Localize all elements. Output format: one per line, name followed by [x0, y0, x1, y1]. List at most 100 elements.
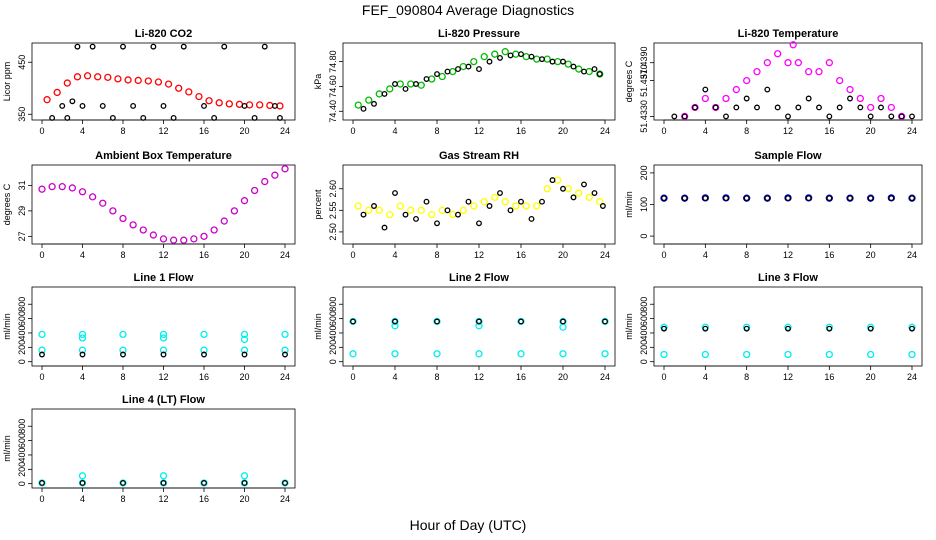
y-tick-label: 51.4370: [639, 64, 649, 97]
data-point: [78, 472, 87, 480]
data-point: [743, 350, 751, 359]
diagnostic-marker: [518, 51, 524, 58]
x-tick-label: 24: [280, 250, 290, 260]
diagnostic-marker: [69, 98, 76, 105]
diagnostic-marker: [528, 53, 535, 60]
data-point: [433, 317, 441, 326]
panel-title: Li-820 Pressure: [438, 28, 520, 40]
data-point: [38, 346, 46, 354]
x-tick-label: 12: [158, 372, 168, 382]
data-point: [564, 60, 572, 68]
data-point: [205, 97, 213, 105]
diagnostic-marker: [867, 325, 874, 332]
diagnostic-marker: [497, 54, 503, 61]
data-point: [73, 73, 82, 81]
x-tick-label: 16: [516, 372, 526, 382]
y-tick-label: 800: [639, 297, 649, 312]
data-point: [867, 103, 875, 112]
data-point: [250, 186, 259, 195]
diagnostic-marker: [591, 190, 598, 197]
diagnostic-marker: [39, 480, 45, 486]
data-point: [180, 236, 188, 244]
data-point: [533, 202, 541, 210]
data-point: [88, 193, 97, 201]
data-point: [522, 202, 530, 210]
data-point: [660, 323, 668, 331]
data-point: [908, 194, 916, 202]
x-tick-label: 4: [703, 372, 708, 382]
data-point: [428, 210, 436, 219]
x-tick-label: 8: [744, 372, 749, 382]
data-point: [517, 350, 525, 358]
y-tick-label: 2.60: [328, 180, 338, 198]
data-point: [281, 330, 289, 339]
diagnostic-marker: [826, 113, 833, 120]
x-tick-label: 8: [434, 126, 439, 136]
y-tick-label: 200: [17, 462, 27, 477]
diagnostic-marker: [282, 351, 288, 358]
x-tick-label: 4: [80, 494, 85, 504]
data-point: [386, 210, 394, 219]
data-point: [732, 85, 740, 94]
data-point: [240, 346, 249, 354]
panel-2: Li-820 Pressure kPa 0 4 8 12 16 20 24 74.40 74.60 7…: [313, 28, 616, 136]
x-tick-label: 8: [744, 126, 749, 136]
x-tick-label: 4: [392, 126, 397, 136]
diagnostic-marker: [743, 325, 750, 332]
data-point: [522, 53, 530, 61]
x-tick-label: 12: [474, 126, 484, 136]
diagnostic-marker: [371, 203, 377, 209]
data-point: [407, 206, 415, 214]
data-point: [119, 330, 127, 339]
data-point: [235, 100, 244, 109]
x-tick-label: 20: [239, 126, 249, 136]
plot-frame: [31, 164, 296, 245]
diagnostic-marker: [74, 43, 81, 50]
data-point: [159, 330, 168, 339]
data-point: [149, 231, 158, 239]
plot-frame: [342, 164, 616, 245]
plot-frame: [31, 286, 296, 367]
diagnostic-marker: [702, 195, 709, 202]
y-tick-label: 0: [17, 481, 27, 486]
data-point: [543, 185, 551, 193]
data-point: [38, 330, 46, 339]
x-tick-label: 24: [600, 250, 610, 260]
data-point: [281, 346, 289, 354]
data-point: [846, 194, 854, 202]
diagnostic-marker: [847, 95, 853, 102]
diagnostic-marker: [261, 43, 268, 50]
diagnostic-marker: [847, 195, 853, 202]
diagnostic-marker: [539, 56, 545, 63]
diagnostic-marker: [434, 220, 440, 227]
diagnostic-marker: [79, 103, 86, 109]
data-point: [575, 65, 583, 73]
diagnostic-marker: [570, 194, 577, 201]
data-point: [210, 226, 218, 234]
diagnostic-marker: [743, 195, 750, 202]
data-point: [391, 317, 399, 326]
diagnostic-marker: [402, 86, 409, 92]
diagnostic-marker: [570, 63, 577, 70]
y-tick-label: 51.4390: [639, 46, 649, 79]
data-point: [501, 198, 509, 206]
data-point: [159, 479, 168, 487]
data-point: [554, 176, 562, 184]
diagnostic-marker: [221, 43, 228, 50]
data-point: [501, 48, 509, 56]
data-point: [491, 50, 499, 58]
data-point: [867, 194, 875, 202]
diagnostic-marker: [59, 103, 66, 109]
panel-6: Sample Flow ml/min 0 4 8 12 16 20 24 0 100 200: [624, 150, 923, 260]
x-tick-label: 16: [199, 372, 209, 382]
data-point: [877, 94, 885, 103]
data-point: [856, 94, 864, 103]
data-point: [261, 177, 269, 186]
diagnostic-marker: [160, 351, 167, 358]
data-point: [596, 70, 604, 78]
data-point: [585, 67, 593, 76]
data-point: [159, 472, 168, 480]
data-point: [109, 207, 117, 215]
panel-title: Line 1 Flow: [134, 272, 194, 284]
x-tick-label: 12: [783, 250, 793, 260]
